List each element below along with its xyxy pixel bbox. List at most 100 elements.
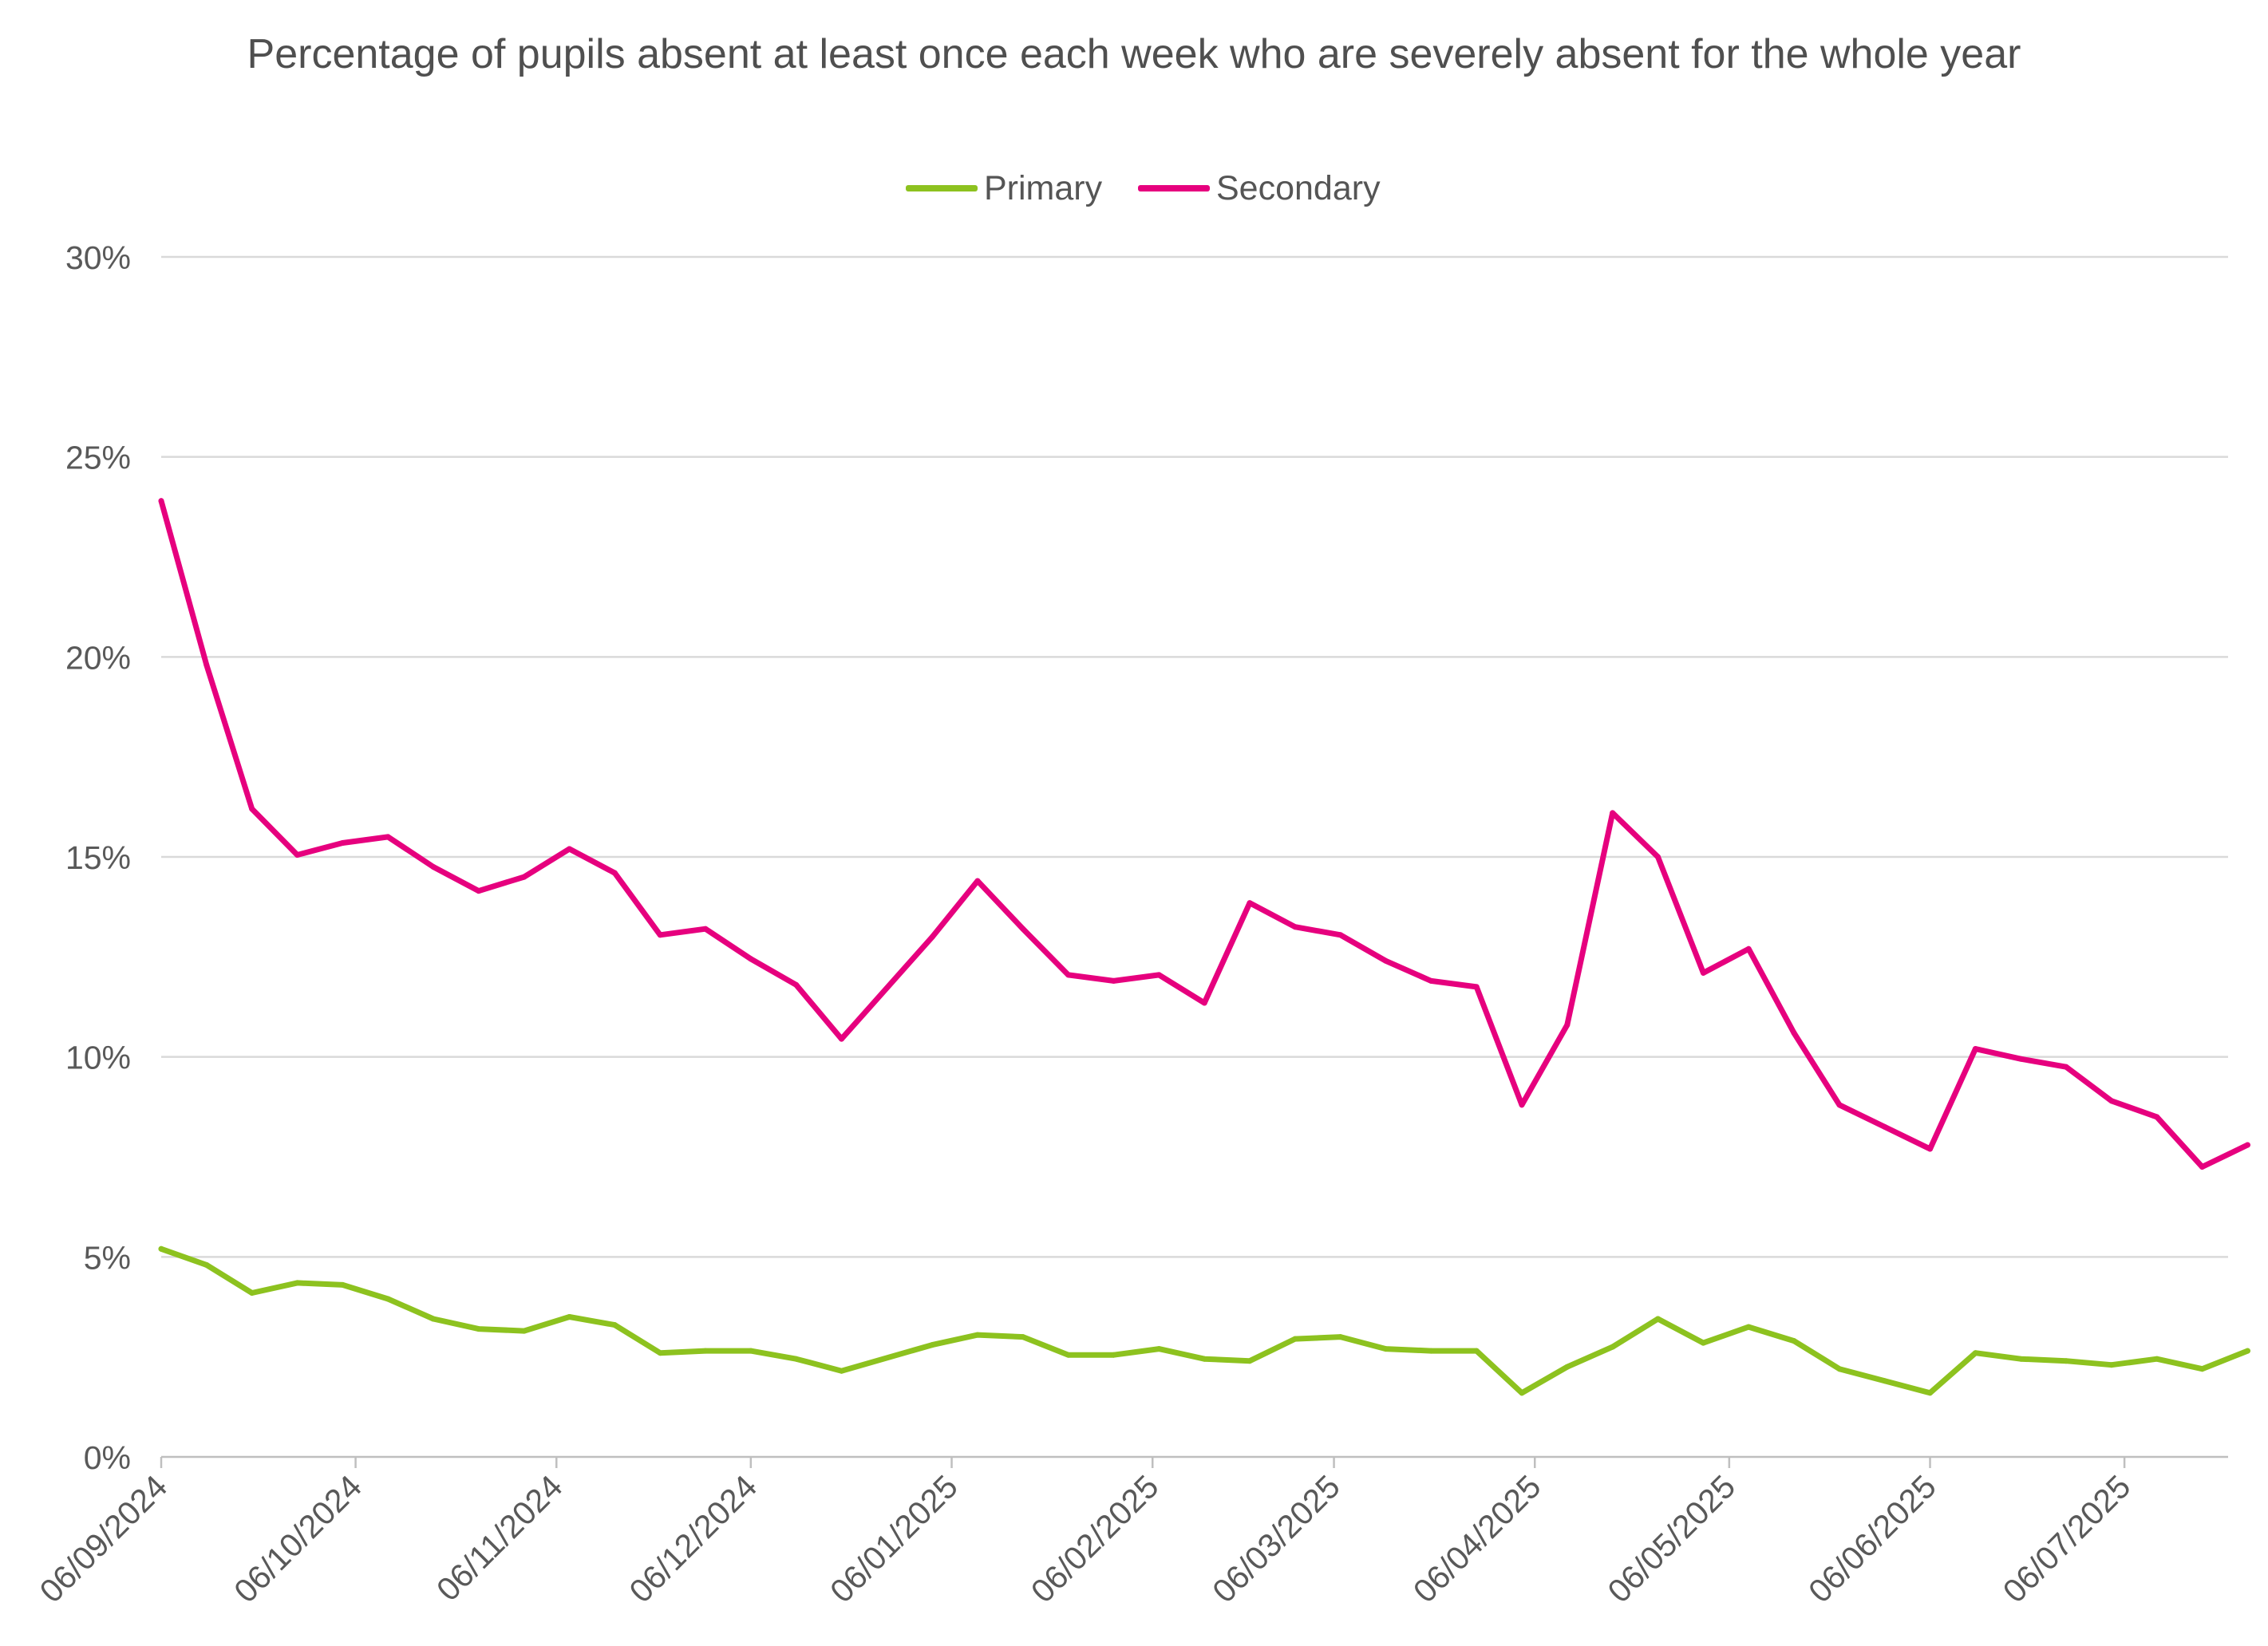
data-point-secondary (2108, 1098, 2115, 1104)
data-point-primary (2017, 1356, 2024, 1362)
data-point-primary (1247, 1358, 1253, 1364)
data-point-secondary (748, 956, 754, 962)
x-tick-label: 06/09/2024 (33, 1468, 175, 1610)
data-point-secondary (430, 864, 437, 870)
data-point-secondary (1655, 854, 1661, 860)
data-point-primary (974, 1332, 981, 1338)
data-point-secondary (793, 981, 800, 988)
data-point-primary (521, 1328, 527, 1334)
data-point-primary (1020, 1334, 1026, 1340)
data-point-primary (929, 1342, 935, 1348)
data-point-primary (1882, 1378, 1888, 1384)
data-point-primary (657, 1350, 663, 1356)
data-point-secondary (1564, 1022, 1571, 1028)
data-point-primary (2154, 1356, 2160, 1362)
data-point-secondary (1292, 924, 1298, 930)
data-point-secondary (657, 932, 663, 938)
data-point-primary (1655, 1316, 1661, 1322)
legend-swatch-primary (906, 185, 978, 191)
data-point-primary (158, 1245, 164, 1252)
data-point-primary (249, 1290, 255, 1296)
x-tick-label: 06/01/2025 (823, 1468, 965, 1610)
data-point-primary (385, 1296, 391, 1302)
data-point-primary (1473, 1348, 1480, 1354)
data-point-secondary (2063, 1064, 2069, 1070)
data-point-primary (2108, 1362, 2115, 1368)
data-point-secondary (1836, 1102, 1843, 1108)
data-point-secondary (1383, 957, 1389, 964)
data-point-secondary (2244, 1142, 2250, 1148)
data-point-primary (839, 1368, 844, 1374)
data-point-primary (1564, 1364, 1571, 1370)
x-tick-label: 06/04/2025 (1406, 1468, 1548, 1610)
y-tick-label: 10% (65, 1040, 131, 1076)
data-point-secondary (249, 806, 255, 812)
data-point-secondary (1972, 1046, 1978, 1052)
data-point-primary (1156, 1346, 1162, 1352)
data-point-primary (1201, 1356, 1207, 1362)
data-point-primary (203, 1261, 210, 1268)
axes: 0% 5% 10% 15% 20% 25% 30% 06/09/2024 06/10/2024 0… (33, 239, 2228, 1609)
data-point-secondary (839, 1036, 844, 1042)
chart-title: Percentage of pupils absent at least onc… (247, 31, 2021, 77)
data-point-secondary (1111, 977, 1116, 984)
data-point-primary (1700, 1340, 1706, 1346)
legend-label-secondary: Secondary (1216, 168, 1381, 207)
data-point-secondary (2017, 1056, 2024, 1062)
legend-swatch-secondary (1138, 185, 1210, 191)
data-point-primary (1383, 1346, 1389, 1352)
legend-item-secondary[interactable]: Secondary (1138, 156, 1381, 220)
data-point-secondary (1610, 810, 1616, 816)
data-point-primary (1292, 1336, 1298, 1342)
data-point-primary (567, 1314, 572, 1320)
y-tick-label: 5% (84, 1239, 131, 1276)
data-point-secondary (567, 846, 572, 852)
data-point-secondary (385, 834, 391, 840)
data-point-primary (2199, 1366, 2205, 1372)
data-point-secondary (702, 926, 709, 932)
data-point-primary (1428, 1348, 1434, 1354)
data-point-secondary (1519, 1102, 1525, 1108)
data-point-secondary (521, 874, 527, 880)
data-point-primary (1745, 1324, 1752, 1330)
data-point-primary (1836, 1366, 1843, 1372)
y-tick-label: 20% (65, 639, 131, 676)
data-point-secondary (2154, 1114, 2160, 1120)
x-tick-label: 06/02/2025 (1024, 1468, 1166, 1610)
x-tick-label: 06/07/2025 (1996, 1468, 2138, 1610)
y-tick-label: 25% (65, 440, 131, 476)
data-point-primary (339, 1281, 346, 1288)
data-point-secondary (1428, 977, 1434, 984)
data-point-secondary (1201, 1000, 1207, 1006)
series-line-primary (158, 1245, 2250, 1396)
data-point-primary (1337, 1334, 1344, 1340)
data-point-secondary (1247, 900, 1253, 906)
data-point-secondary (339, 840, 346, 846)
data-point-primary (793, 1356, 800, 1362)
data-point-secondary (1882, 1123, 1888, 1130)
chart-legend: Primary Secondary (0, 156, 2268, 220)
data-point-secondary (1065, 972, 1072, 978)
legend-label-primary: Primary (984, 168, 1103, 207)
series-line-secondary (158, 498, 2250, 1170)
data-point-primary (476, 1326, 482, 1332)
data-point-secondary (974, 878, 981, 884)
data-point-secondary (1700, 969, 1706, 976)
data-point-primary (1972, 1350, 1978, 1356)
data-point-secondary (1020, 926, 1026, 932)
x-tick-label: 06/06/2025 (1801, 1468, 1943, 1610)
data-point-secondary (1156, 972, 1162, 978)
data-point-secondary (1745, 945, 1752, 952)
data-point-secondary (294, 852, 300, 858)
series-lines (158, 498, 2250, 1396)
data-point-primary (2063, 1358, 2069, 1364)
data-point-primary (611, 1322, 618, 1328)
data-point-primary (1111, 1352, 1116, 1358)
data-point-secondary (203, 661, 210, 668)
data-point-secondary (1473, 984, 1480, 990)
legend-item-primary[interactable]: Primary (906, 156, 1102, 220)
data-point-primary (1065, 1352, 1072, 1358)
data-point-primary (430, 1316, 437, 1322)
data-point-primary (748, 1348, 754, 1354)
